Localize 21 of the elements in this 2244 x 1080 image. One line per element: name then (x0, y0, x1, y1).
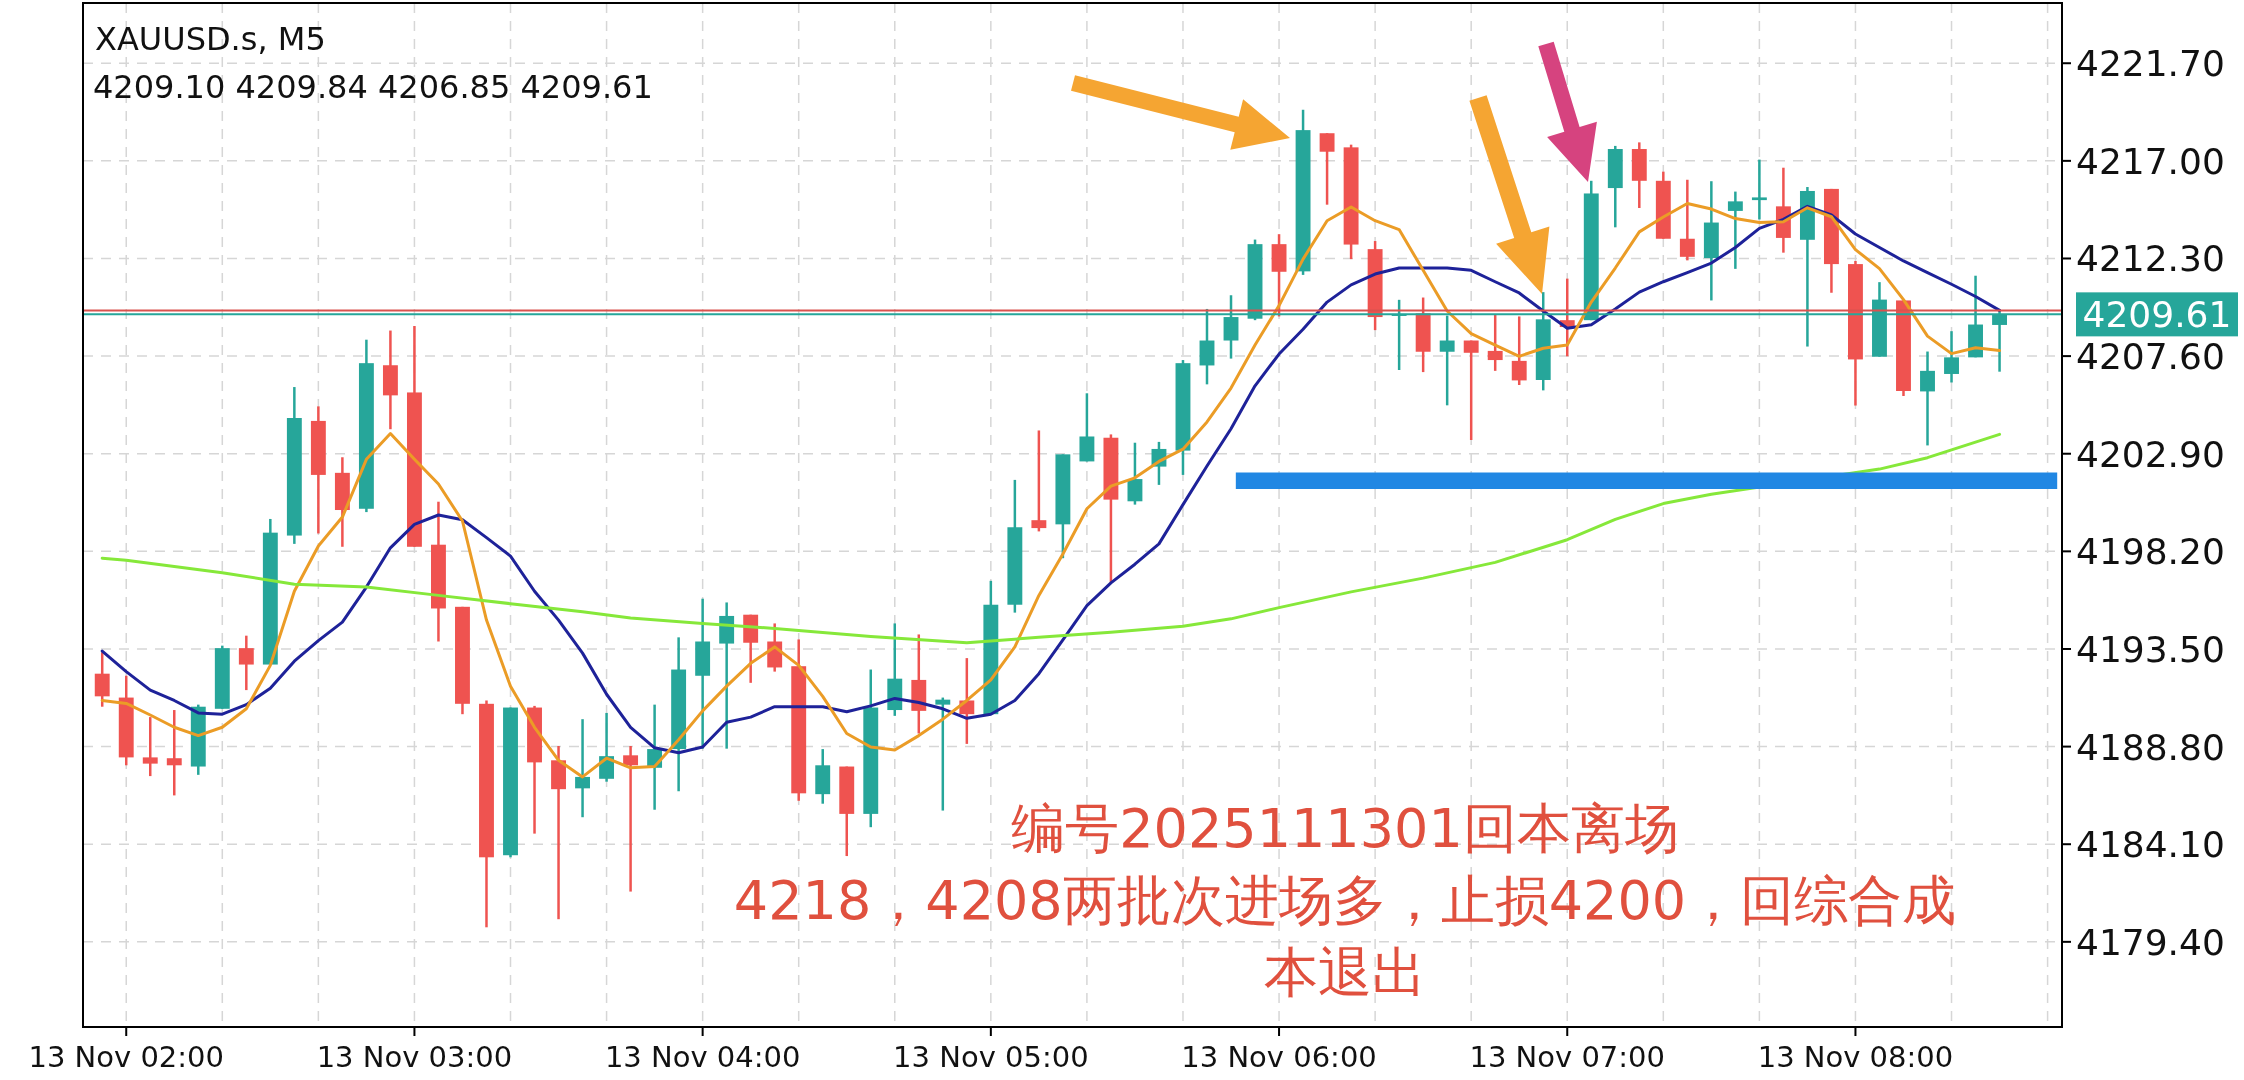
x-tick-label: 13 Nov 05:00 (893, 1040, 1089, 1074)
y-tick-label: 4212.30 (2076, 238, 2225, 280)
x-tick-label: 13 Nov 06:00 (1181, 1040, 1377, 1074)
x-tick-label: 13 Nov 03:00 (316, 1040, 513, 1074)
y-tick-label: 4179.40 (2076, 921, 2225, 963)
text: XAUUSD.s, M5 (95, 20, 326, 58)
y-tick-label: 4217.00 (2076, 140, 2225, 182)
y-tick-label: 4188.80 (2076, 726, 2225, 768)
y-tick-label: 4221.70 (2076, 43, 2225, 85)
x-tick-label: 13 Nov 07:00 (1469, 1040, 1666, 1074)
y-tick-label: 4184.10 (2076, 824, 2225, 866)
x-tick-label: 13 Nov 04:00 (604, 1040, 801, 1074)
y-tick-label: 4207.60 (2076, 336, 2225, 378)
x-tick-label: 13 Nov 08:00 (1757, 1040, 1954, 1074)
y-tick-label: 4198.20 (2076, 531, 2225, 573)
y-tick-label: 4202.90 (2076, 433, 2225, 475)
y-tick-label: 4193.50 (2076, 628, 2225, 670)
ref-line-label: 4209.61 (2082, 294, 2232, 336)
annotation: 编号2025111301回本离场 4218，4208两批次进场多，止损4200，回综合成本退出 (733, 797, 1957, 1004)
x-tick-label: 13 Nov 02:00 (28, 1040, 224, 1074)
text: 4209.10 4209.84 4206.85 4209.61 (93, 68, 653, 106)
